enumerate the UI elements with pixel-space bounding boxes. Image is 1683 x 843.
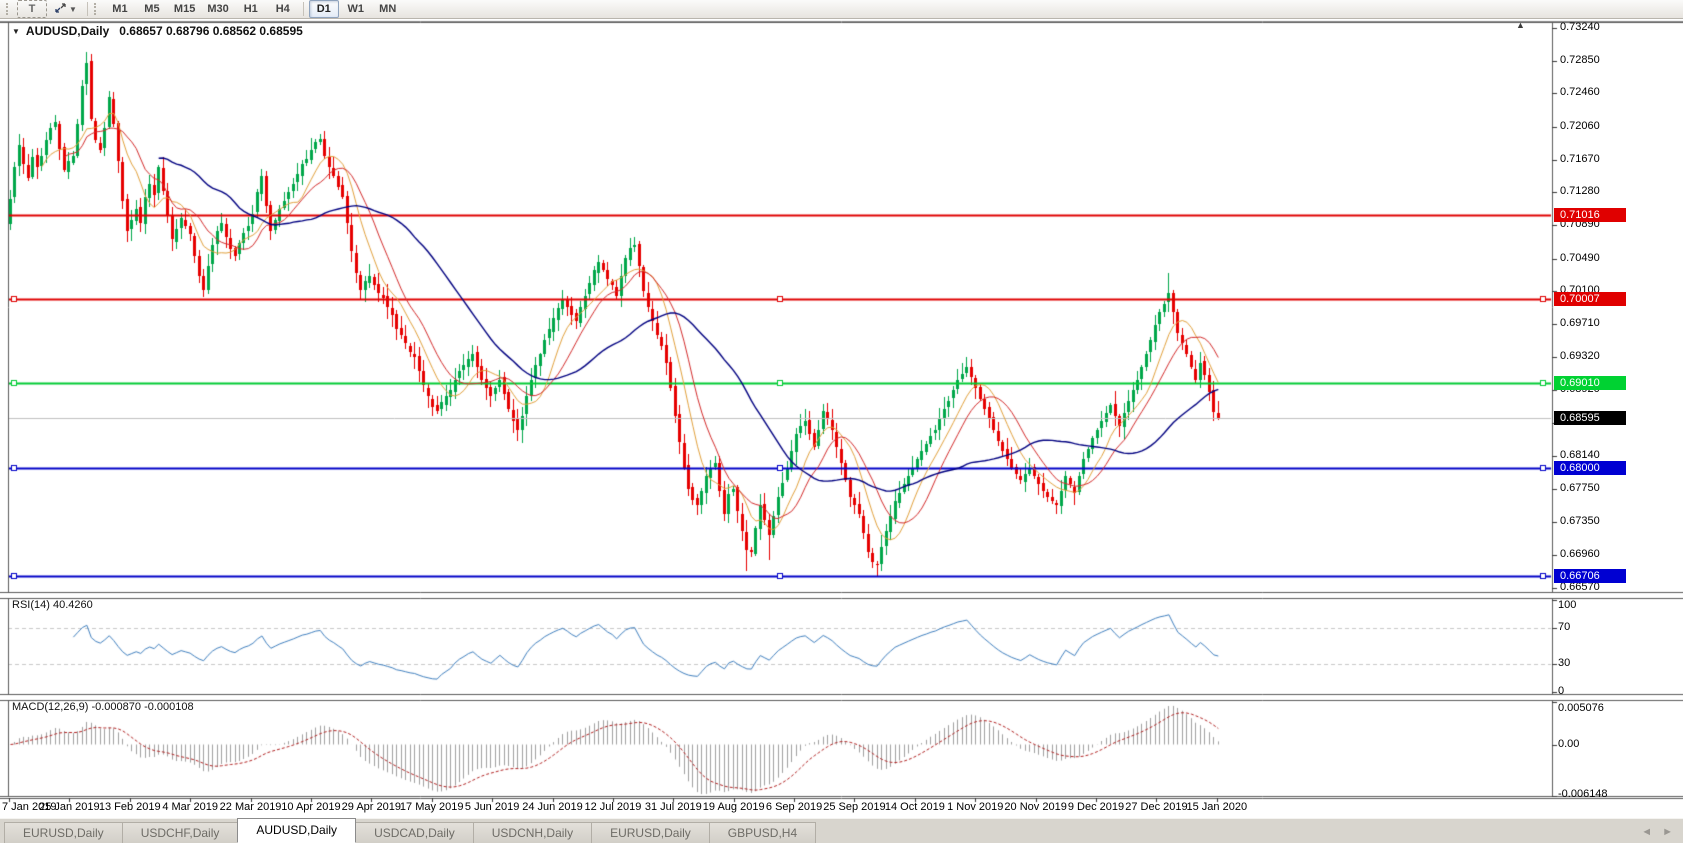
price-tick-label: 0.67350 [1560,515,1600,528]
date-tick-label: 12 Jul 2019 [584,801,642,813]
timeframe-button-h1[interactable]: H1 [243,3,258,15]
price-tick-label: 0.72850 [1560,53,1600,66]
top-toolbar: T ▼ M1 M5 M15 M30 H1 H4 D1 W1 MN [0,0,1683,19]
price-tick-label: 0.66960 [1560,547,1600,560]
date-tick-label: 14 Oct 2019 [884,801,945,813]
timeframe-button-mn[interactable]: MN [379,3,397,15]
chart-tab-usdcnh-daily[interactable]: USDCNH,Daily [472,822,593,843]
date-tick-label: 15 Jan 2020 [1186,801,1248,813]
rsi-axis-label: 100 [1558,599,1577,611]
toolbar-separator-2 [302,2,304,16]
chart-title: ▼ AUDUSD,Daily 0.68657 0.68796 0.68562 0.6… [12,24,303,38]
timeframe-buttons-daily: D1 W1 MN [308,0,404,18]
chart-tabs: EURUSD,Daily USDCHF,Daily AUDUSD,Daily USDC… [0,818,817,843]
macd-axis-label: 0.00 [1558,737,1580,750]
chart-tab-eurusd-daily[interactable]: EURUSD,Daily [4,822,123,843]
tab-nav-left-icon[interactable]: ◄ [1641,826,1653,838]
chart-tab-gbpusd-h4[interactable]: GBPUSD,H4 [708,822,817,843]
price-tick-label: 0.71280 [1560,185,1600,198]
date-tick-label: 10 Apr 2019 [281,801,341,813]
line-price-label: 0.71016 [1554,207,1626,222]
scroll-up-icon: ▲ [1516,20,1525,30]
pane-divider-rsi[interactable] [0,590,1683,598]
rsi-axis-label: 30 [1558,657,1571,670]
timeframe-toolbar-grip[interactable] [93,3,100,15]
date-tick-label: 27 Dec 2019 [1125,801,1188,813]
tab-nav-right-icon[interactable]: ► [1662,826,1673,838]
price-tick-label: 0.69710 [1560,317,1600,330]
toolbar-separator [86,2,88,16]
toolbar-grip[interactable] [6,3,12,15]
date-tick-label: 29 Apr 2019 [341,801,401,813]
timeframe-button-w1[interactable]: W1 [347,3,364,15]
timeframe-button-m30[interactable]: M30 [207,3,229,15]
macd-indicator-label: MACD(12,26,9) -0.000870 -0.000108 [12,701,194,713]
timeframe-button-d1[interactable]: D1 [308,0,339,18]
collapse-triangle-icon[interactable]: ▼ [12,27,20,36]
date-tick-label: 19 Aug 2019 [702,801,765,813]
date-tick-label: 22 Mar 2019 [219,801,282,813]
date-tick-label: 7 Jan 2019 [2,801,57,813]
rsi-axis-label: 70 [1558,620,1571,633]
date-tick-label: 13 Feb 2019 [98,801,161,813]
price-tick-label: 0.72460 [1560,86,1600,99]
pane-divider-macd[interactable] [0,692,1683,700]
line-price-label: 0.66706 [1554,569,1626,584]
macd-axis-label: 0.005076 [1558,702,1604,714]
dropdown-caret-icon: ▼ [69,4,77,14]
timeframe-button-m1[interactable]: M1 [112,3,128,15]
price-tick-label: 0.72060 [1560,120,1600,132]
date-tick-label: 4 Mar 2019 [162,801,218,813]
chart-ohlc-values: 0.68657 0.68796 0.68562 0.68595 [119,24,303,38]
price-tick-label: 0.69320 [1560,349,1600,362]
date-tick-label: 25 Jan 2019 [39,801,100,813]
date-tick-label: 17 May 2019 [399,801,464,813]
timeframe-buttons: M1 M5 M15 M30 H1 H4 [104,0,299,18]
cursor-mode-button[interactable]: ▼ [49,0,82,18]
line-price-label: 0.70007 [1554,292,1626,307]
date-tick-label: 1 Nov 2019 [947,801,1004,813]
price-tick-label: 0.73240 [1560,21,1600,33]
date-tick-label: 6 Sep 2019 [765,801,823,813]
current-price-label: 0.68595 [1554,410,1626,425]
tab-navigation: ◄ ► [1641,826,1673,838]
chart-tab-usdchf-daily[interactable]: USDCHF,Daily [121,822,239,843]
date-tick-label: 20 Nov 2019 [1004,801,1067,813]
line-price-label: 0.69010 [1554,375,1626,390]
line-price-label: 0.68000 [1554,460,1626,475]
date-tick-label: 24 Jun 2019 [522,801,583,813]
text-tool-button[interactable]: T [17,0,47,18]
rsi-indicator-label: RSI(14) 40.4260 [12,599,93,611]
macd-axis-label: -0.006148 [1558,788,1608,800]
timeframe-button-h4[interactable]: H4 [275,3,290,15]
date-tick-label: 9 Dec 2019 [1067,801,1125,813]
chart-tab-bar: EURUSD,Daily USDCHF,Daily AUDUSD,Daily USDC… [0,818,1683,843]
chart-canvas[interactable] [0,19,1683,818]
price-tick-label: 0.68140 [1560,448,1600,461]
timeframe-button-m5[interactable]: M5 [144,3,160,15]
price-tick-label: 0.66570 [1560,580,1600,593]
price-tick-label: 0.70490 [1560,251,1600,264]
date-tick-label: 31 Jul 2019 [644,801,702,813]
chart-tab-audusd-daily[interactable]: AUDUSD,Daily [237,818,357,843]
price-tick-label: 0.71670 [1560,152,1600,165]
chart-symbol-label: AUDUSD,Daily [25,24,110,38]
price-tick-label: 0.67750 [1560,481,1600,494]
rsi-axis-label: 0 [1558,685,1565,697]
chart-tab-usdcad-daily[interactable]: USDCAD,Daily [355,822,474,843]
cursor-arrows-icon [54,2,67,17]
chart-tab-eurusd-daily[interactable]: EURUSD,Daily [591,822,710,843]
date-tick-label: 25 Sep 2019 [823,801,886,813]
date-tick-label: 5 Jun 2019 [464,801,520,813]
timeframe-button-m15[interactable]: M15 [173,3,196,15]
